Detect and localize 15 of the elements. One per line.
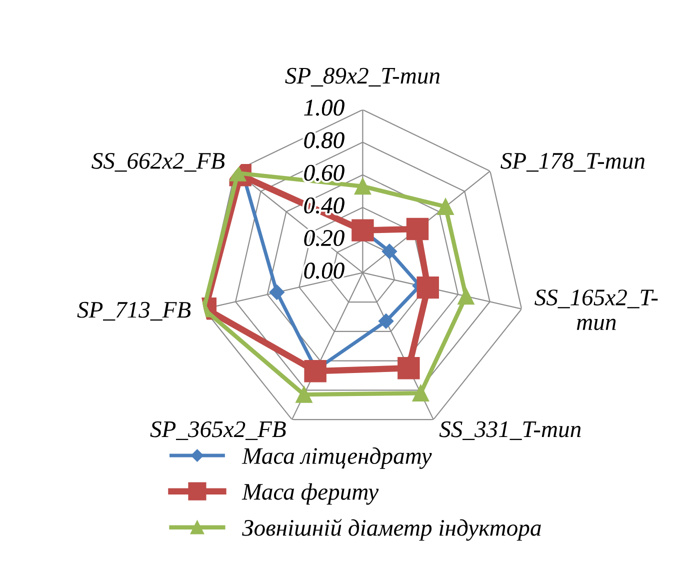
spoke-label: SS_331_T-тип <box>439 421 581 440</box>
y-tick-label: 1.00 <box>304 100 344 116</box>
y-tick-label: 0.20 <box>304 230 344 246</box>
legend-label: Маса літцендрату <box>242 447 432 469</box>
y-tick-label: 0.60 <box>304 164 344 181</box>
spoke-label: SS_662x2_FB <box>92 152 225 172</box>
legend-label: Зовнішній діаметр індуктора <box>242 518 541 541</box>
y-tick-label: 0.00 <box>304 262 344 279</box>
spoke-label: SP_365x2_FB <box>150 421 286 440</box>
legend-label: Маса фериту <box>242 483 379 505</box>
spoke-label: SP_713_FB <box>77 302 191 321</box>
y-tick-label: 0.80 <box>304 132 344 148</box>
spoke-label: SP_89x2_T-тип <box>285 68 440 87</box>
spoke-label: SS_165x2_T-тип <box>534 290 658 330</box>
spoke-label: SP_178_T-тип <box>500 152 645 172</box>
